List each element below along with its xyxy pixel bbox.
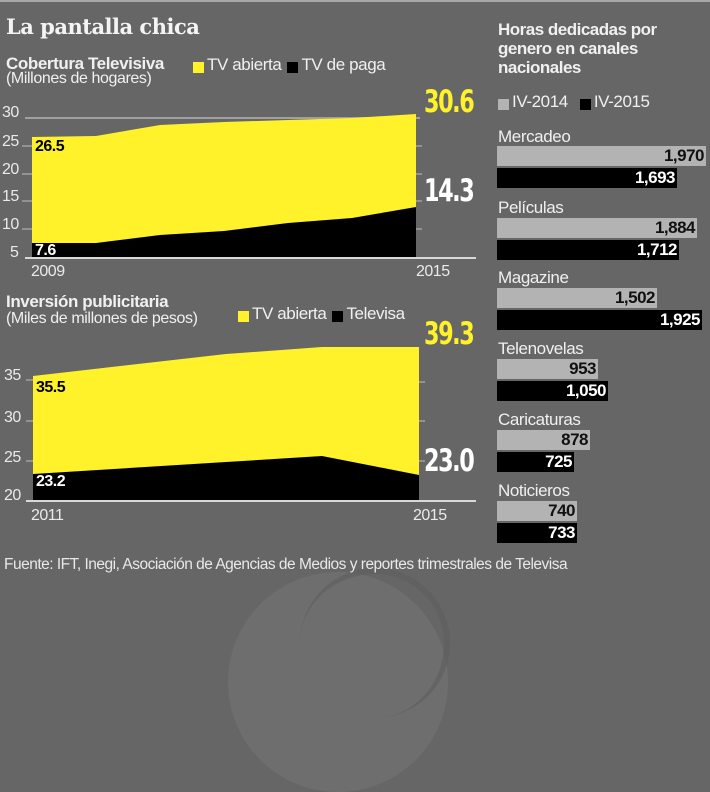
left-axis-ticks [22,145,32,230]
bar-caricaturas-iv-2014: 878 [497,430,590,450]
coverage-title: Cobertura Televisiva [6,54,164,73]
bar-telenovelas-iv-2015: 1,050 [497,381,608,401]
ytick-20: 20 [4,487,21,504]
black-swatch-icon [332,310,344,322]
bar-magazine-iv-2014: 1,502 [497,288,657,308]
bar-peliculas-iv-2015: 1,712 [497,240,679,260]
bar-value: 740 [548,501,575,520]
ytick-25: 25 [2,133,19,150]
bar-caricaturas-iv-2015: 725 [497,452,574,472]
top-border [0,0,710,2]
ytick-30: 30 [4,409,21,426]
ytick-30: 30 [2,104,19,121]
category-label-telenovelas: Telenovelas [498,339,584,358]
bar-value: 1,970 [663,146,705,165]
legend-item-iv-2014: IV-2014 [498,92,568,112]
category-label-peliculas: Películas [498,198,564,217]
black-swatch-icon [579,98,591,110]
bar-value: 1,693 [634,168,676,187]
left-axis-ticks [26,379,33,462]
televisa-area [33,456,419,500]
legend-item-tv-paga: TV de paga [287,55,386,75]
yellow-swatch-icon [238,310,249,322]
category-label-caricaturas: Caricaturas [498,410,581,429]
coverage-start-open-value: 26.5 [35,138,65,155]
ytick-15: 15 [2,188,19,205]
legend-item-tv-abierta: TV abierta [193,55,282,75]
category-label-mercadeo: Mercadeo [498,127,571,146]
ad-spend-end-televisa-value: 23.0 [424,443,475,479]
bar-value: 1,050 [565,381,607,400]
page-title: La pantalla chica [6,14,200,39]
bar-noticieros-iv-2014: 740 [497,501,577,521]
ad-spend-end-open-value: 39.3 [424,316,475,352]
legend-item-tv-abierta: TV abierta [238,304,327,324]
ytick-20: 20 [2,161,19,178]
legend-label: TV abierta [207,55,282,74]
legend-label: IV-2015 [593,92,650,111]
ad-spend-start-televisa-value: 23.2 [36,473,66,490]
ad-spend-unit: (Miles de millones de pesos) [6,310,198,327]
right-axis-ticks [416,145,422,230]
coverage-legend: TV abierta TV de paga [193,55,391,75]
bar-telenovelas-iv-2014: 953 [497,359,598,379]
ad-spend-title: Inversión publicitaria [6,292,169,311]
coverage-end-open-value: 30.6 [424,84,475,120]
coverage-start-paid-value: 7.6 [35,242,56,259]
ytick-25: 25 [4,449,21,466]
yellow-swatch-icon [193,61,204,73]
ad-spend-area-chart [26,347,476,502]
legend-label: TV de paga [301,55,386,74]
bar-mercadeo-iv-2014: 1,970 [497,146,706,166]
bar-value: 878 [561,430,588,449]
hours-title: Horas dedicadas por genero en canales na… [498,20,657,77]
coverage-area-chart [22,114,476,259]
bar-peliculas-iv-2014: 1,884 [497,218,697,238]
legend-label: TV abierta [252,304,327,323]
legend-label: Televisa [346,304,405,323]
coverage-x-end: 2015 [416,263,450,280]
coverage-x-start: 2009 [31,263,65,280]
bar-value: 733 [548,523,575,542]
black-swatch-icon [287,61,299,73]
legend-item-iv-2015: IV-2015 [579,92,650,112]
ad-spend-legend: TV abierta Televisa [238,304,411,324]
right-axis-ticks [419,381,425,462]
tv-paga-area [32,207,416,257]
legend-label: IV-2014 [512,92,568,111]
bar-value: 1,925 [659,310,701,329]
bar-mercadeo-iv-2015: 1,693 [497,168,677,188]
bar-noticieros-iv-2015: 733 [497,523,577,543]
ad-spend-x-end: 2015 [413,507,447,524]
coverage-unit: (Millones de hogares) [6,70,152,87]
coverage-end-paid-value: 14.3 [424,173,475,209]
bar-value: 1,884 [654,218,696,237]
ytick-5: 5 [10,244,19,261]
bar-value: 1,712 [636,240,678,259]
ytick-10: 10 [2,216,19,233]
ad-spend-x-start: 2011 [31,507,64,524]
bar-value: 1,502 [614,288,656,307]
category-label-magazine: Magazine [498,268,569,287]
bar-value: 725 [545,452,572,471]
bar-magazine-iv-2015: 1,925 [497,310,702,330]
gray-swatch-icon [498,98,509,110]
hours-legend: IV-2014 IV-2015 [498,92,656,112]
source-note: Fuente: IFT, Inegi, Asociación de Agenci… [4,556,568,573]
ytick-35: 35 [4,367,21,384]
bar-value: 953 [569,359,596,378]
ad-spend-start-open-value: 35.5 [36,379,66,396]
legend-item-televisa: Televisa [332,304,405,324]
category-label-noticieros: Noticieros [498,481,570,500]
